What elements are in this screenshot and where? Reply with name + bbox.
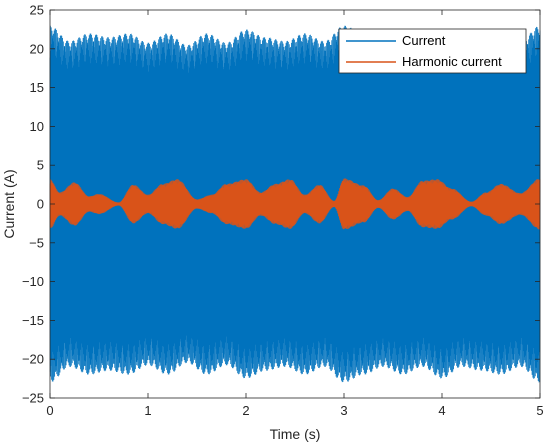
x-axis: 0 1 2 3 4 5 (46, 10, 544, 418)
x-tick-label: 2 (242, 403, 249, 418)
x-tick-label: 0 (46, 403, 53, 418)
x-tick-label: 3 (340, 403, 347, 418)
x-axis-label: Time (s) (270, 426, 321, 442)
y-tick-label: 15 (30, 80, 44, 95)
series-line-harmonic-current (49, 178, 541, 230)
y-tick-label: 0 (37, 197, 44, 212)
y-tick-label: 5 (37, 158, 44, 173)
y-axis-label: Current (A) (1, 169, 17, 238)
x-tick-label: 5 (536, 403, 543, 418)
y-tick-label: 10 (30, 119, 44, 134)
legend-box (338, 28, 527, 74)
legend-label-current: Current (402, 33, 446, 48)
series-layer (49, 25, 541, 383)
x-tick-label: 4 (438, 403, 445, 418)
legend-label-harmonic-current: Harmonic current (402, 54, 502, 69)
y-tick-label: −25 (22, 391, 44, 406)
y-tick-label: −15 (22, 313, 44, 328)
y-tick-label: 20 (30, 41, 44, 56)
legend: Current Harmonic current (338, 28, 527, 74)
x-tick-label: 1 (144, 403, 151, 418)
y-tick-label: −20 (22, 352, 44, 367)
y-tick-label: 25 (30, 3, 44, 18)
y-tick-label: −10 (22, 274, 44, 289)
y-tick-label: −5 (29, 235, 44, 250)
y-axis: −25 −20 −15 −10 −5 0 5 10 15 20 25 (22, 3, 540, 406)
